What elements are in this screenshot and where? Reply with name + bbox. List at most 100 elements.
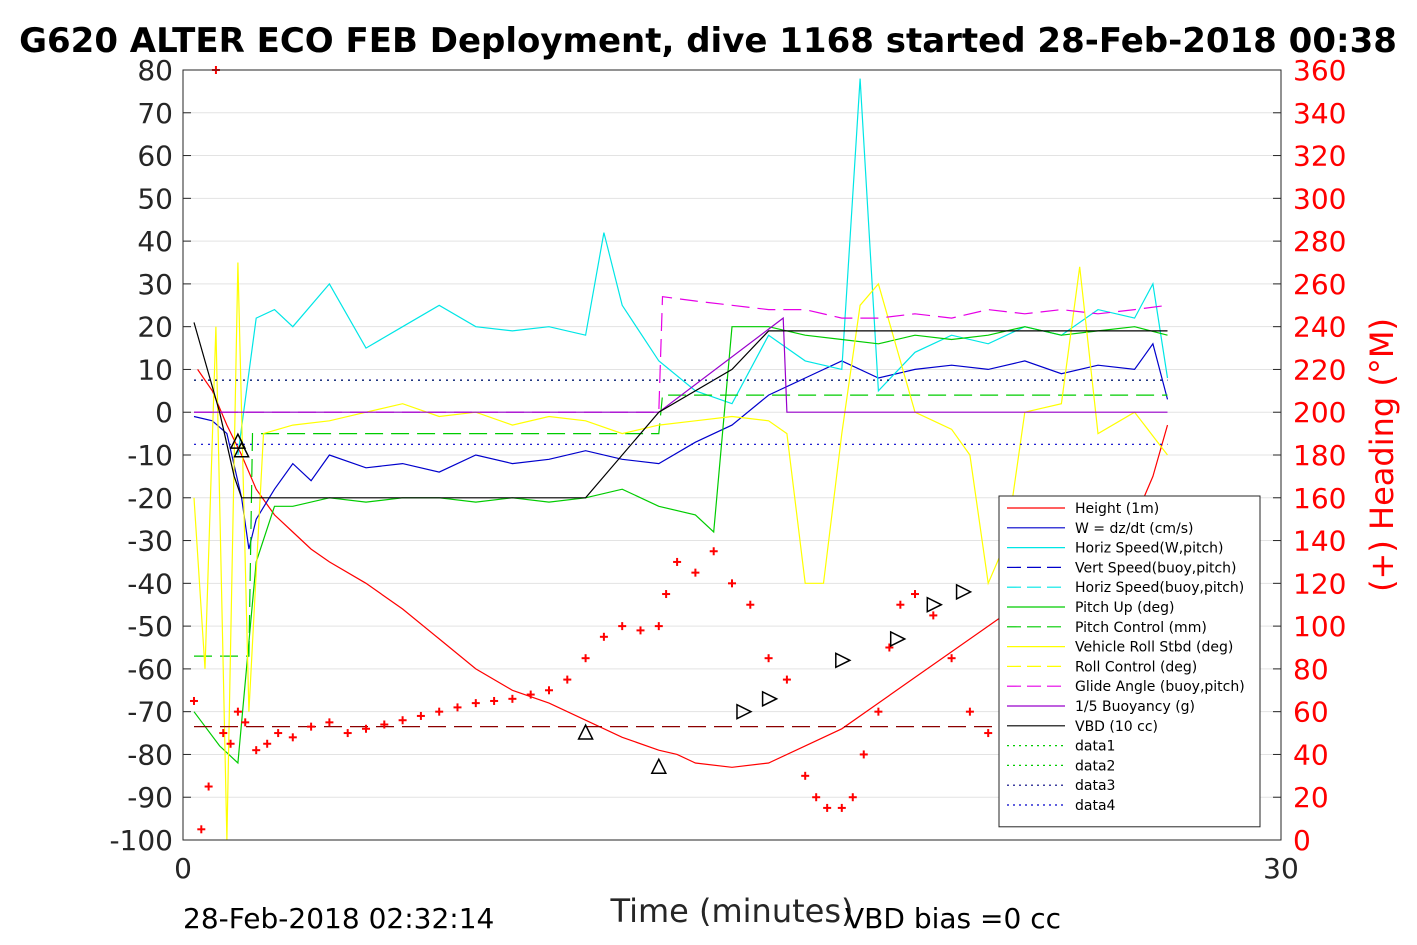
heading-point (947, 654, 956, 663)
footer-timestamp: 28-Feb-2018 02:32:14 (183, 902, 494, 935)
heading-point (691, 568, 700, 577)
right-tick-label: 60 (1293, 696, 1329, 729)
up-triangle-marker (577, 723, 594, 740)
legend-label: Height (1m) (1075, 501, 1159, 517)
right-tick-label: 140 (1293, 525, 1346, 558)
legend-item-height-1m: Height (1m) (1007, 501, 1159, 517)
legend: Height (1m) W = dz/dt (cm/s) Horiz Speed(W… (998, 495, 1261, 828)
heading-point (343, 729, 352, 738)
legend-label: Horiz Speed(buoy,pitch) (1075, 580, 1244, 596)
heading-point (189, 696, 198, 705)
left-tick-label: 0 (155, 396, 173, 429)
heading-point (636, 626, 645, 635)
heading-point (764, 654, 773, 663)
right-tick-label: 320 (1293, 140, 1346, 173)
series-pitch-control-mm (194, 394, 1168, 657)
x-tick-label: 0 (174, 852, 192, 885)
legend-label: Pitch Up (deg) (1075, 600, 1174, 616)
heading-point (563, 675, 572, 684)
up-triangle-marker (229, 432, 247, 449)
x-axis: 0 30 (174, 832, 1299, 885)
series-1-5-buoyancy-g (194, 316, 1168, 413)
series-w-dz-dt-cm-s (193, 342, 1169, 550)
left-tick-label: 50 (137, 182, 173, 215)
marker-layer (229, 432, 1035, 775)
heading-point (241, 718, 250, 727)
up-triangle-marker (650, 757, 668, 775)
left-tick-label: 40 (137, 225, 173, 258)
left-tick-label: -60 (127, 653, 173, 686)
left-tick-label: -100 (109, 824, 173, 857)
left-tick-label: 30 (137, 268, 173, 301)
left-tick-label: -20 (127, 482, 173, 515)
heading-point (325, 718, 334, 727)
right-axis-label: (+) Heading (°M) (1363, 318, 1401, 592)
heading-point (263, 739, 272, 748)
heading-point (728, 579, 736, 588)
x-axis-label: Time (minutes) (610, 892, 854, 930)
left-tick-label: 60 (137, 140, 173, 173)
heading-point (984, 729, 993, 738)
legend-item-1-5-buoyancy-g: 1/5 Buoyancy (g) (1007, 699, 1195, 715)
legend-label: data2 (1075, 758, 1115, 774)
series-layer (193, 78, 1169, 841)
left-axis: 80 70 60 50 40 30 20 10 0 -10 -20 -30 -40 -50 -60 -70 -8… (109, 54, 191, 857)
series-glide-angle-buoy-pitch (194, 296, 1168, 413)
legend-label: data4 (1075, 798, 1116, 814)
heading-point (746, 600, 755, 609)
legend-label: Glide Angle (buoy,pitch) (1075, 679, 1245, 695)
heading-point (226, 739, 235, 748)
heading-point (911, 590, 919, 599)
legend-box (998, 495, 1261, 828)
legend-item-data1: data1 (1007, 739, 1115, 755)
heading-point (508, 694, 517, 703)
right-tick-label: 220 (1293, 353, 1346, 386)
legend-label: Roll Control (deg) (1075, 659, 1197, 675)
left-tick-label: -30 (127, 525, 173, 558)
left-tick-label: -50 (127, 610, 173, 643)
up-triangle-marker (233, 441, 250, 458)
heading-point (823, 803, 832, 812)
legend-item-data4: data4 (1007, 798, 1116, 814)
heading-point (885, 643, 894, 652)
heading-point (874, 707, 883, 716)
right-triangle-marker (835, 652, 852, 669)
heading-point (599, 632, 608, 641)
legend-label: data1 (1075, 739, 1115, 755)
legend-label: W = dz/dt (cm/s) (1075, 521, 1194, 537)
heading-point (782, 675, 791, 684)
heading-point (362, 724, 370, 733)
left-tick-label: -70 (127, 696, 173, 729)
heading-point (526, 690, 535, 699)
heading-point (801, 771, 810, 780)
left-tick-label: -90 (127, 781, 173, 814)
heading-point (233, 707, 242, 716)
legend-item-glide-angle-buoy-pitch: Glide Angle (buoy,pitch) (1007, 679, 1245, 695)
heading-point (435, 707, 444, 716)
legend-item-vert-speed-buoy-pitch: Vert Speed(buoy,pitch) (1007, 560, 1237, 576)
right-tick-label: 180 (1293, 439, 1346, 472)
right-tick-label: 240 (1293, 311, 1346, 344)
heading-point (618, 622, 627, 631)
right-tick-label: 80 (1293, 653, 1329, 686)
legend-item-horiz-speed-buoy-pitch: Horiz Speed(buoy,pitch) (1007, 580, 1244, 596)
heading-point (812, 793, 821, 802)
heading-point (204, 782, 213, 791)
heading-point (837, 803, 846, 812)
left-tick-label: 80 (137, 54, 173, 87)
heading-point (219, 729, 228, 738)
heading-point (654, 622, 663, 631)
right-tick-label: 260 (1293, 268, 1346, 301)
heading-point (398, 716, 407, 725)
right-triangle-marker (736, 703, 753, 720)
right-tick-label: 0 (1293, 824, 1311, 857)
series-vbd-10-cc (193, 322, 1168, 499)
heading-point (965, 707, 974, 716)
chart-title: G620 ALTER ECO FEB Deployment, dive 1168… (19, 21, 1397, 61)
legend-item-vehicle-roll-stbd-deg: Vehicle Roll Stbd (deg) (1007, 640, 1233, 656)
footer-vbd-bias: VBD bias =0 cc (845, 902, 1061, 935)
right-triangle-marker (889, 630, 907, 648)
heading-point (859, 750, 868, 759)
heading-point (581, 654, 590, 663)
